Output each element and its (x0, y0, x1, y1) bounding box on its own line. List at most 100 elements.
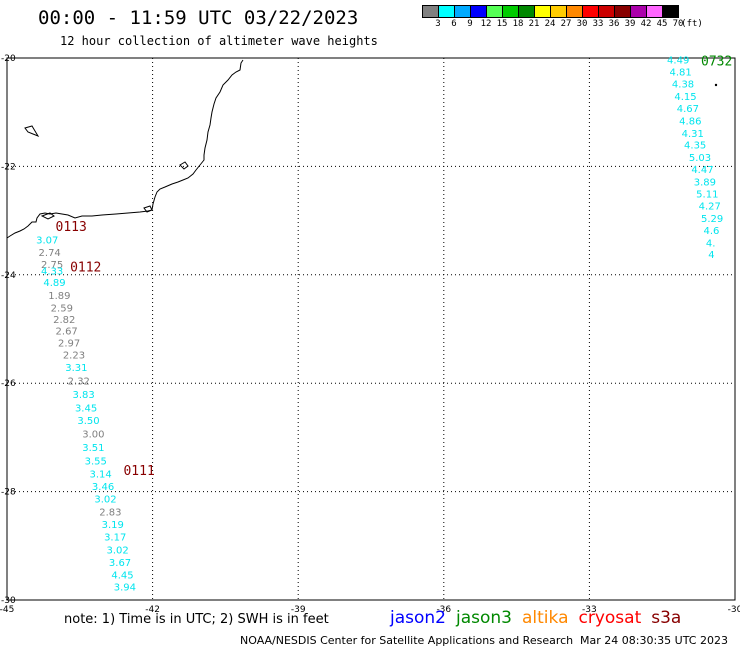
swh-value: 3.89 (694, 178, 716, 189)
chart-title: 00:00 - 11:59 UTC 03/22/2023 (38, 7, 359, 29)
swh-value: 4.15 (674, 92, 696, 103)
swh-value: 3.02 (106, 546, 128, 557)
lat-tick-label: -24 (1, 271, 16, 281)
swh-value: 3.19 (102, 520, 124, 531)
coast-island (40, 212, 55, 220)
color-legend: 3 6 9 12 15 18 21 24 27 30 33 36 39 42 45 70 (ft) (422, 5, 703, 30)
swh-value: 2.74 (39, 248, 61, 259)
satellite-jason3: jason3 (456, 608, 512, 628)
footer-credit: NOAA/NESDIS Center for Satellite Applica… (240, 634, 574, 647)
swh-value: 4.31 (682, 129, 704, 140)
swh-value: 3.94 (114, 582, 136, 593)
legend-label: 24 (544, 19, 556, 29)
lon-tick-label: -42 (145, 605, 160, 615)
swh-value: 3.45 (75, 404, 97, 415)
axis-ticks: -45 -42 -39 -36 -33 -30 -20 -22 -24 -26 -28 -30 (0, 54, 740, 615)
map-frame (6, 57, 736, 601)
note-text: note: 1) Time is in UTC; 2) SWH is in fe… (64, 612, 329, 627)
swh-value: 3.02 (94, 495, 116, 506)
legend-label: 39 (624, 19, 636, 29)
coast-island (143, 205, 153, 213)
legend-swatches (422, 5, 679, 18)
legend-label: 33 (592, 19, 604, 29)
swh-value: 4.38 (672, 79, 694, 90)
pass-time-label: 0732 (701, 55, 732, 70)
legend-label: 18 (512, 19, 524, 29)
coast-island (24, 125, 40, 138)
pass-time-label: 0112 (70, 261, 101, 276)
swh-value: 4.27 (699, 201, 721, 212)
swh-value: 2.75 (41, 260, 63, 271)
legend-unit: (ft) (681, 19, 703, 29)
pass-time-label: 0111 (123, 464, 154, 479)
swh-value: 4.67 (677, 104, 699, 115)
swh-value: 4.45 (111, 571, 133, 582)
swh-value: 4.49 (667, 56, 689, 67)
legend-label: 27 (560, 19, 572, 29)
lat-tick-label: -20 (1, 54, 16, 64)
swh-value: 2.83 (99, 508, 121, 519)
swh-value: 4. (706, 238, 716, 249)
pass-time-label: 0113 (56, 220, 87, 235)
swh-value: 4.6 (703, 226, 719, 237)
coastline-path (6, 59, 244, 239)
swh-value: 2.82 (53, 315, 75, 326)
legend-label: 21 (528, 19, 540, 29)
swh-value: 4.89 (43, 278, 65, 289)
swh-value: 4 (708, 250, 714, 261)
footer-timestamp: Mar 24 08:30:35 UTC 2023 (580, 634, 728, 647)
satellite-altika: altika (522, 608, 569, 628)
lon-tick-label: -36 (436, 605, 451, 615)
swh-value: 3.55 (85, 457, 107, 468)
swh-value: 3.14 (90, 470, 112, 481)
legend-label: 15 (496, 19, 508, 29)
track-point (714, 83, 718, 87)
swh-value: 2.97 (58, 339, 80, 350)
coastline (6, 59, 718, 239)
swh-value: 3.50 (77, 416, 99, 427)
swh-value: 3.67 (109, 558, 131, 569)
legend-label: 12 (480, 19, 492, 29)
legend-label: 36 (608, 19, 620, 29)
swh-value: 5.29 (701, 214, 723, 225)
swh-value: 3.17 (104, 533, 126, 544)
swh-value: 5.11 (696, 190, 718, 201)
swh-value: 1.89 (48, 291, 70, 302)
lat-tick-label: -26 (1, 379, 16, 389)
swh-value: 4.33 (41, 266, 63, 277)
swh-value: 5.03 (689, 153, 711, 164)
swh-value: 2.32 (68, 376, 90, 387)
lon-tick-label: -30 (728, 605, 740, 615)
swh-value: 2.23 (63, 350, 85, 361)
swh-value: 3.00 (82, 430, 104, 441)
chart-subtitle: 12 hour collection of altimeter wave hei… (60, 34, 378, 48)
swh-value: 3.07 (36, 236, 58, 247)
lat-lon-grid (6, 57, 736, 601)
swh-tracks: 3.072.742.754.334.89 1.892.592.822.672.97… (36, 56, 723, 594)
legend-label: 9 (467, 19, 473, 29)
lon-tick-label: -39 (291, 605, 306, 615)
swh-value: 3.46 (92, 482, 114, 493)
swh-value: 3.51 (82, 443, 104, 454)
legend-labels: 3 6 9 12 15 18 21 24 27 30 33 36 39 42 45 70 (ft) (422, 18, 703, 30)
swh-value: 3.31 (65, 363, 87, 374)
coast-island (179, 161, 189, 170)
swh-value: 2.59 (51, 303, 73, 314)
legend-label: 3 (435, 19, 441, 29)
swh-value: 3.83 (73, 390, 95, 401)
swh-value: 4.47 (691, 165, 713, 176)
legend-label: 45 (656, 19, 668, 29)
legend-label: 6 (451, 19, 457, 29)
lat-tick-label: -30 (1, 596, 16, 606)
lat-tick-label: -28 (1, 488, 16, 498)
swh-value: 4.35 (684, 141, 706, 152)
swh-value: 4.86 (679, 116, 701, 127)
legend-swatch (662, 5, 679, 18)
swh-value: 2.67 (56, 327, 78, 338)
lat-tick-label: -22 (1, 162, 16, 172)
lon-tick-label: -33 (582, 605, 597, 615)
lon-tick-label: -45 (0, 605, 14, 615)
pass-labels: 0113 0112 0111 0732 (56, 55, 733, 479)
legend-label: 42 (640, 19, 652, 29)
